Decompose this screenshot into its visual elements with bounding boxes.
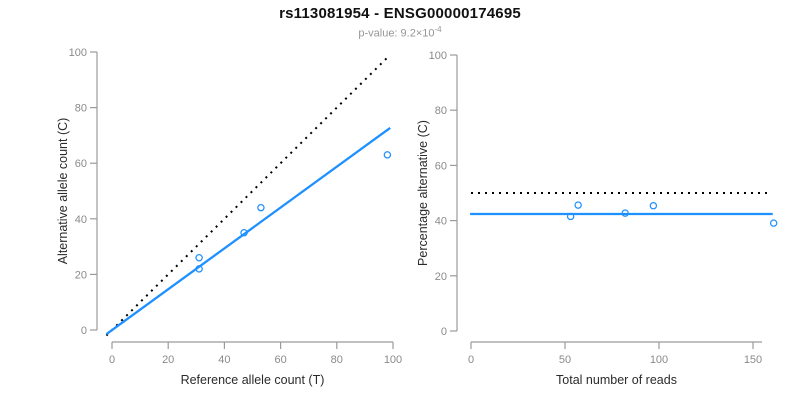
allele-counts-panel-x-tick-label: 20 bbox=[162, 354, 174, 366]
p-value-exponent: -4 bbox=[434, 25, 442, 34]
percentage-panel-data-point bbox=[769, 219, 778, 227]
allele-counts-panel-y-axis-title: Alternative allele count (C) bbox=[56, 118, 70, 265]
p-value-subtitle: p-value: 9.2×10-4 bbox=[0, 25, 800, 40]
allele-counts-panel-y-tick-label: 40 bbox=[75, 214, 87, 226]
allele-counts-panel-y-tick-label: 80 bbox=[75, 103, 87, 115]
percentage-panel-x-tick-label: 150 bbox=[744, 354, 762, 366]
allele-counts-panel-x-tick-label: 40 bbox=[218, 354, 230, 366]
percentage-panel-x-tick-label: 0 bbox=[468, 354, 474, 366]
percentage-panel-x-tick-label: 50 bbox=[559, 354, 571, 366]
percentage-panel-y-tick-label: 100 bbox=[429, 50, 447, 62]
percentage-panel-y-tick-label: 60 bbox=[435, 160, 447, 172]
allele-counts-panel-x-tick-label: 0 bbox=[109, 354, 115, 366]
allele-counts-panel-y-tick-label: 100 bbox=[69, 47, 87, 59]
p-value-text: p-value: 9.2×10 bbox=[358, 27, 435, 40]
percentage-panel-y-axis-title: Percentage alternative (C) bbox=[416, 120, 430, 266]
page-title: rs113081954 - ENSG00000174695 bbox=[279, 5, 521, 22]
identity-line bbox=[105, 56, 389, 337]
allele-counts-panel-data-point bbox=[195, 265, 203, 273]
percentage-panel-data-point bbox=[574, 201, 582, 209]
percentage-panel-y-tick-label: 80 bbox=[435, 105, 447, 117]
percentage-panel-data-point bbox=[566, 212, 575, 221]
percentage-panel-x-axis-title: Total number of reads bbox=[556, 373, 677, 387]
allele-counts-panel-data-point bbox=[195, 253, 203, 262]
percentage-panel-data-point bbox=[649, 201, 658, 210]
allele-counts-panel-data-point bbox=[240, 228, 248, 237]
allele-counts-panel-x-axis-title: Reference allele count (T) bbox=[181, 373, 325, 387]
allele-counts-panel-y-tick-label: 20 bbox=[75, 269, 87, 281]
allele-counts-panel-y-tick-label: 0 bbox=[81, 325, 87, 337]
percentage-panel-y-tick-label: 0 bbox=[441, 326, 447, 338]
fit-line bbox=[105, 126, 391, 336]
percentage-panel-x-tick-label: 100 bbox=[650, 354, 668, 366]
percentage-panel-y-tick-label: 40 bbox=[435, 216, 447, 228]
percentage-panel-y-tick-label: 20 bbox=[435, 271, 447, 283]
allele-counts-panel-x-tick-label: 100 bbox=[384, 354, 402, 366]
allele-counts-panel-data-point bbox=[383, 151, 392, 159]
allele-counts-panel-data-point bbox=[257, 203, 265, 212]
allele-counts-panel-x-tick-label: 60 bbox=[274, 354, 286, 366]
allele-counts-panel-y-tick-label: 60 bbox=[75, 158, 87, 170]
percentage-panel-data-point bbox=[621, 209, 629, 217]
allele-counts-panel-x-tick-label: 80 bbox=[331, 354, 343, 366]
